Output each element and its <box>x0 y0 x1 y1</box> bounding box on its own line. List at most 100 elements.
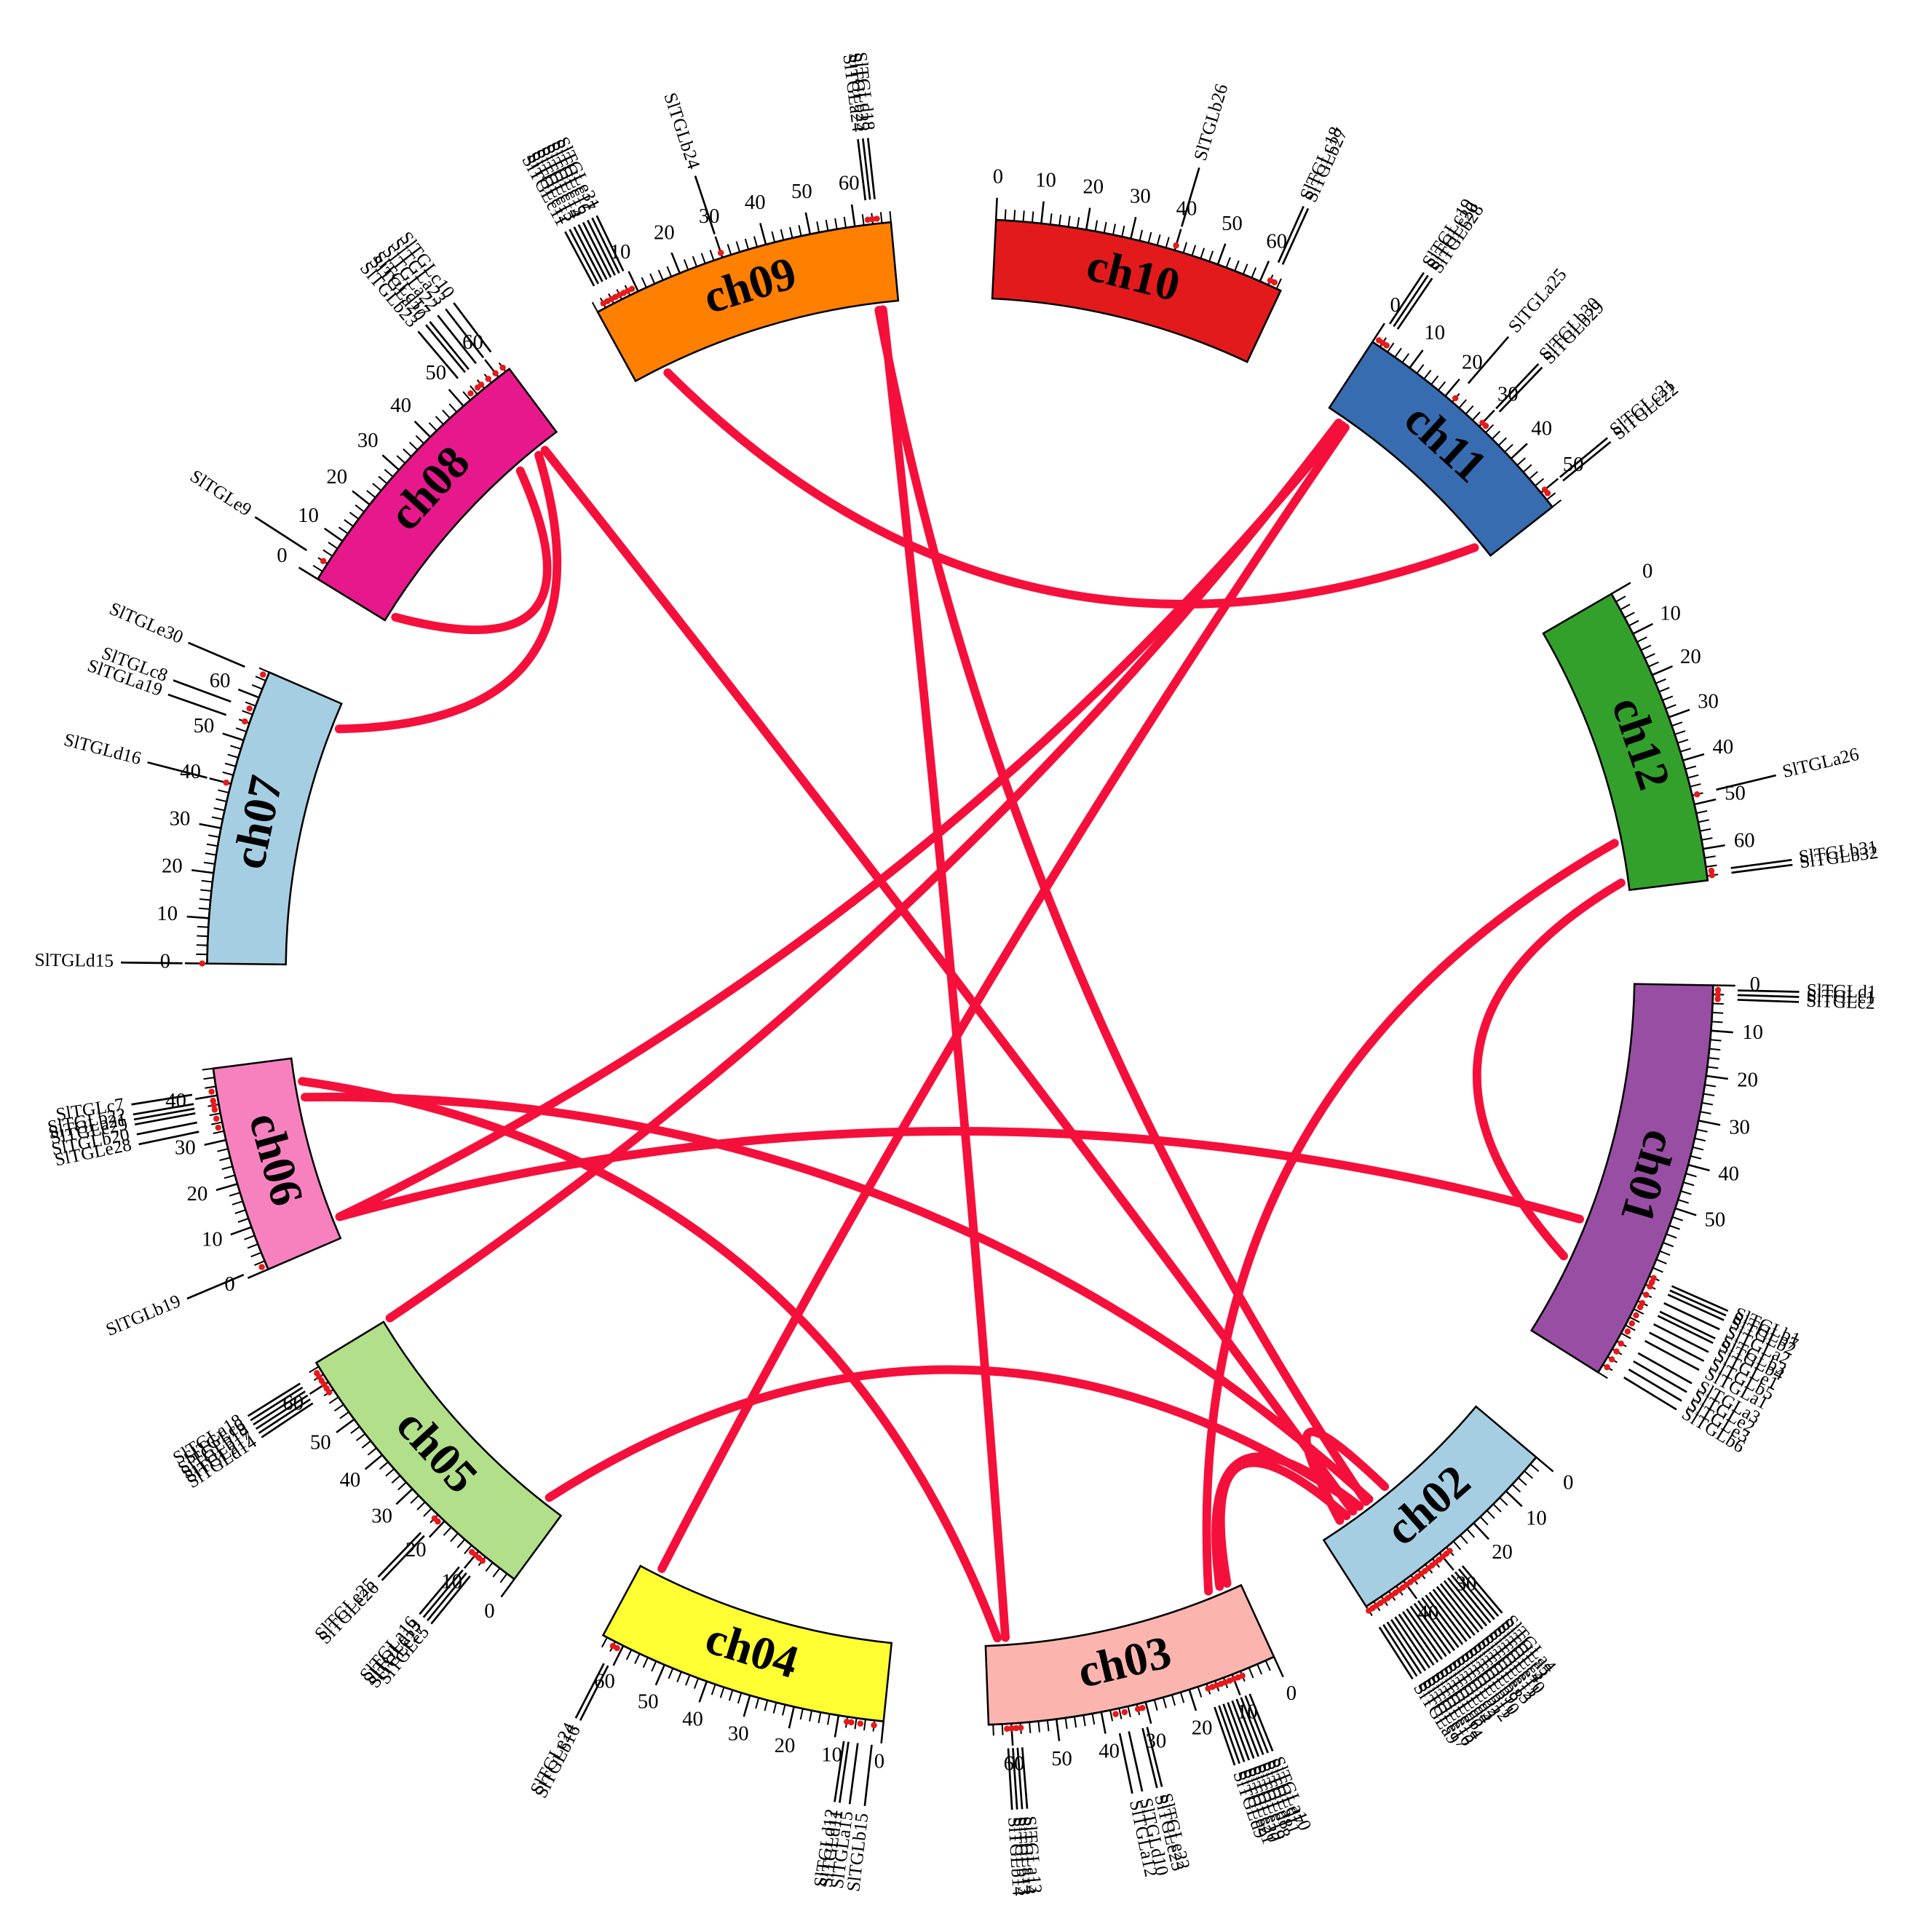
gene-connector <box>1663 1302 1720 1331</box>
gene-connector <box>1559 437 1608 478</box>
minor-tick <box>683 259 689 271</box>
minor-tick <box>1655 678 1666 684</box>
gene-connector <box>863 1744 873 1807</box>
minor-tick <box>435 416 444 425</box>
tick-mark <box>1100 1711 1107 1734</box>
tick-label: 10 <box>157 902 178 925</box>
gene-connector <box>131 1093 193 1106</box>
minor-tick <box>1127 1706 1131 1718</box>
minor-tick <box>1073 1716 1077 1728</box>
minor-tick <box>1706 864 1717 868</box>
minor-tick <box>1067 215 1071 227</box>
tick-label: 60 <box>1734 828 1755 852</box>
minor-tick <box>219 1157 231 1161</box>
minor-tick <box>1690 783 1701 788</box>
gene-marker <box>869 215 876 223</box>
minor-tick <box>1694 1137 1706 1142</box>
gene-connector <box>1443 1580 1484 1630</box>
link <box>663 368 1479 609</box>
tick-mark <box>612 1645 625 1666</box>
gene-connector <box>1669 1289 1727 1317</box>
gene-connector <box>136 1121 198 1136</box>
gene-label: SlTGLb26 <box>1190 82 1232 163</box>
minor-tick <box>1251 267 1257 278</box>
gene-connector <box>862 138 871 200</box>
minor-tick <box>843 216 847 229</box>
minor-tick <box>492 1567 501 1577</box>
minor-tick <box>789 226 793 239</box>
minor-tick <box>230 745 242 750</box>
minor-tick <box>1046 1719 1050 1732</box>
gene-marker <box>843 1718 850 1725</box>
gene-connector <box>574 1663 605 1719</box>
minor-tick <box>1423 369 1432 380</box>
gene-connector <box>1281 207 1310 265</box>
minor-tick <box>1629 1316 1640 1323</box>
gene-label: SlTGLd16 <box>62 729 143 769</box>
minor-tick <box>771 231 776 243</box>
gene-marker <box>478 381 485 388</box>
minor-tick <box>798 225 802 237</box>
minor-tick <box>254 1260 265 1266</box>
gene-connector <box>1386 1621 1422 1674</box>
tick-label: 10 <box>298 504 319 527</box>
gene-marker <box>874 215 880 222</box>
tick-label: 0 <box>993 165 1003 188</box>
tick-label: 20 <box>187 1182 208 1205</box>
minor-tick <box>1165 237 1170 248</box>
tick-mark <box>1371 322 1385 343</box>
gene-marker <box>1121 1709 1128 1716</box>
gene-marker <box>1604 1363 1610 1371</box>
minor-tick <box>1644 653 1655 660</box>
tick-label: 50 <box>1051 1747 1072 1770</box>
gene-marker <box>1709 872 1715 879</box>
gene-connector <box>1652 1323 1709 1353</box>
minor-tick <box>625 1649 633 1660</box>
tick-mark <box>1216 243 1227 265</box>
minor-tick <box>415 435 424 444</box>
minor-tick <box>744 238 750 250</box>
minor-tick <box>1658 686 1670 693</box>
tick-label: 10 <box>202 1228 223 1251</box>
minor-tick <box>339 1411 349 1420</box>
minor-tick <box>649 273 656 285</box>
minor-tick <box>355 504 365 512</box>
tick-mark <box>1505 1490 1523 1508</box>
minor-tick <box>221 1165 233 1171</box>
minor-tick <box>1029 1722 1032 1733</box>
minor-tick <box>1471 411 1481 421</box>
tick-mark <box>834 1715 840 1738</box>
minor-tick <box>397 1481 407 1491</box>
gene-marker <box>1708 867 1715 874</box>
tick-label: 40 <box>1713 735 1734 759</box>
link <box>298 1077 1002 1643</box>
minor-tick <box>1620 603 1631 611</box>
gene-connector <box>1394 1616 1430 1668</box>
tick-mark <box>237 688 260 699</box>
gene-connector <box>1378 1626 1414 1680</box>
tick-mark <box>395 1488 413 1505</box>
tick-label: 30 <box>357 429 379 452</box>
gene-connector <box>1277 205 1305 264</box>
minor-tick <box>1103 221 1107 234</box>
gene-connector <box>1141 1727 1158 1789</box>
gene-connector <box>1730 858 1792 869</box>
gene-connector <box>121 961 183 965</box>
gene-connector <box>1637 1352 1693 1385</box>
gene-connector <box>1657 1315 1714 1345</box>
minor-tick <box>1082 1714 1086 1727</box>
tick-label: 0 <box>484 1599 494 1623</box>
tick-mark <box>1652 665 1674 676</box>
gene-label: SlTGLa26 <box>1781 744 1861 782</box>
gene-connector <box>254 516 308 552</box>
gene-connector <box>857 138 867 201</box>
minor-tick <box>366 490 376 499</box>
minor-tick <box>1677 739 1689 744</box>
gene-connector <box>1012 1748 1018 1810</box>
minor-tick <box>199 898 211 901</box>
minor-tick <box>367 1447 377 1456</box>
minor-tick <box>1652 1267 1663 1273</box>
minor-tick <box>1049 213 1053 225</box>
minor-tick <box>215 798 227 803</box>
minor-tick <box>372 483 382 491</box>
